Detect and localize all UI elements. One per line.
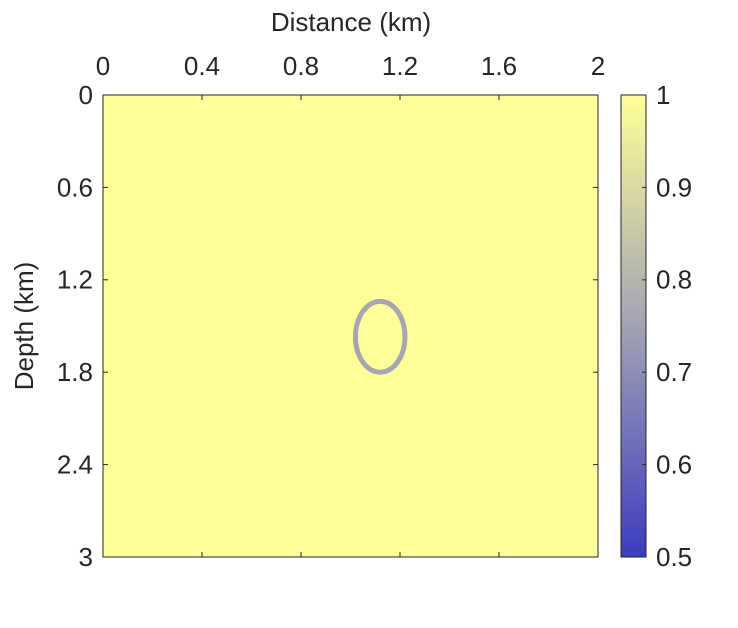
y-tick-label: 3 [79,542,93,572]
y-tick-label: 0.6 [57,172,93,202]
colorbar-tick-label: 1 [656,80,670,110]
colorbar-tick-label: 0.8 [656,265,692,295]
y-axis-label: Depth (km) [9,262,39,391]
y-tick-label: 2.4 [57,449,93,479]
anomaly-ring [352,298,408,375]
x-tick-label: 0.4 [184,51,220,81]
colorbar-tick-label: 0.6 [656,449,692,479]
y-tick-label: 1.8 [57,357,93,387]
colorbar-tick-label: 0.7 [656,357,692,387]
x-tick-label: 0 [96,51,110,81]
colorbar [620,94,647,558]
x-tick-label: 1.2 [382,51,418,81]
colorbar-tick-label: 0.5 [656,542,692,572]
x-tick-label: 2 [591,51,605,81]
plot-frame [102,94,599,558]
x-tick-label: 1.6 [481,51,517,81]
x-tick-label: 0.8 [283,51,319,81]
y-tick-label: 1.2 [57,265,93,295]
x-axis-label: Distance (km) [271,7,431,37]
image-background [103,95,598,557]
y-tick-label: 0 [79,80,93,110]
colorbar-tick-label: 0.9 [656,172,692,202]
